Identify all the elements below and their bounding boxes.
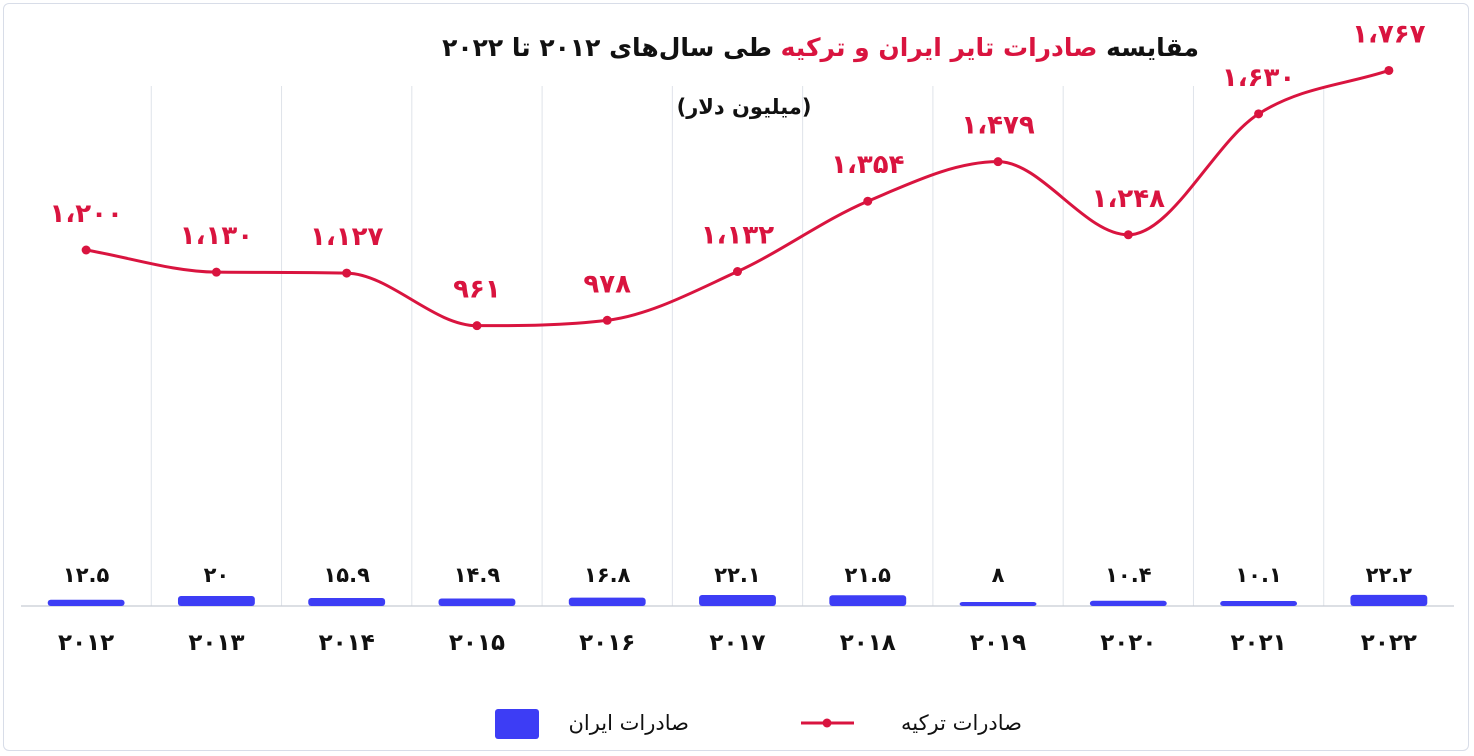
- data-label-iran-2015: ۱۴.۹: [454, 563, 501, 587]
- bar-iran-2018: [829, 595, 907, 606]
- chart-title-prefix: مقایسه: [1106, 33, 1199, 62]
- bar-iran-2020: [1089, 600, 1167, 606]
- line-series-turkey: [81, 65, 1394, 331]
- x-tick-2012: ۲۰۱۲: [58, 630, 114, 656]
- bar-iran-2019: [959, 602, 1037, 606]
- data-label-turkey-2012: ۱،۲۰۰: [49, 199, 122, 229]
- chart-unit-label: (میلیون دلار): [677, 95, 812, 119]
- x-tick-2013: ۲۰۱۳: [188, 630, 244, 656]
- data-label-turkey-2019: ۱،۴۷۹: [961, 111, 1034, 141]
- line-turkey-path: [85, 69, 1390, 328]
- point-turkey-2018: [863, 196, 873, 206]
- data-label-iran-2014: ۱۵.۹: [323, 563, 370, 587]
- point-turkey-2012: [81, 245, 91, 255]
- x-tick-2018: ۲۰۱۸: [840, 630, 896, 656]
- data-label-turkey-2013: ۱،۱۳۰: [180, 221, 253, 251]
- chart-title-highlight: صادرات تایر ایران و ترکیه: [781, 33, 1098, 63]
- data-labels: ۱،۲۰۰ ۱،۱۳۰ ۱،۱۲۷ ۹۶۱ ۹۷۸ ۱،۱۳۲ ۱،۳۵۴ ۱،۴۷۹ ۱،۲۴…: [49, 19, 1425, 587]
- data-label-iran-2012: ۱۲.۵: [63, 563, 110, 587]
- x-tick-2016: ۲۰۱۶: [579, 630, 635, 656]
- data-label-iran-2017: ۲۲.۱: [714, 563, 760, 587]
- grid-lines: [21, 86, 1454, 607]
- data-label-turkey-2022: ۱،۷۶۷: [1352, 19, 1425, 49]
- chart-title: مقایسه صادرات تایر ایران و ترکیه طی سال‌…: [442, 33, 1199, 63]
- bar-iran-2022: [1350, 594, 1428, 606]
- point-turkey-2014: [342, 268, 352, 278]
- bar-iran-2015: [438, 598, 516, 606]
- tire-exports-chart: مقایسه صادرات تایر ایران و ترکیه طی سال‌…: [21, 19, 1454, 739]
- point-turkey-2013: [211, 267, 221, 277]
- legend-marker-turkey: [822, 718, 832, 728]
- data-label-turkey-2021: ۱،۶۳۰: [1222, 63, 1295, 93]
- x-tick-2014: ۲۰۱۴: [319, 630, 375, 656]
- point-turkey-2017: [733, 267, 742, 277]
- x-tick-2022: ۲۰۲۲: [1361, 630, 1417, 656]
- legend: صادرات ایران صادرات ترکیه: [495, 709, 1022, 739]
- data-label-turkey-2017: ۱،۱۳۲: [701, 221, 774, 251]
- legend-swatch-iran: [495, 709, 539, 739]
- point-turkey-2019: [993, 157, 1003, 167]
- point-turkey-2020: [1123, 230, 1133, 240]
- data-label-turkey-2015: ۹۶۱: [453, 275, 501, 305]
- x-tick-2020: ۲۰۲۰: [1100, 630, 1156, 656]
- bar-series-iran: [47, 594, 1428, 606]
- bar-iran-2013: [177, 596, 255, 606]
- data-label-turkey-2014: ۱،۱۲۷: [310, 222, 383, 252]
- bar-iran-2014: [308, 598, 386, 606]
- data-label-turkey-2020: ۱،۲۴۸: [1092, 184, 1165, 214]
- x-axis-ticks: ۲۰۱۲ ۲۰۱۳ ۲۰۱۴ ۲۰۱۵ ۲۰۱۶ ۲۰۱۷ ۲۰۱۸ ۲۰۱۹ ۲۰۲۰ ۲۰۲۱…: [58, 630, 1417, 656]
- data-label-iran-2019: ۸: [992, 563, 1005, 587]
- point-turkey-2022: [1384, 65, 1394, 75]
- data-label-turkey-2018: ۱،۳۵۴: [831, 150, 904, 180]
- data-label-iran-2013: ۲۰: [204, 563, 230, 587]
- chart-frame: مقایسه صادرات تایر ایران و ترکیه طی سال‌…: [3, 3, 1469, 751]
- x-tick-2021: ۲۰۲۱: [1231, 630, 1287, 656]
- chart-title-suffix: طی سال‌های ۲۰۱۲ تا ۲۰۲۲: [442, 33, 772, 62]
- bar-iran-2016: [568, 597, 646, 606]
- x-tick-2015: ۲۰۱۵: [449, 630, 505, 656]
- data-label-iran-2020: ۱۰.۴: [1105, 563, 1152, 587]
- data-label-iran-2021: ۱۰.۱: [1235, 563, 1281, 587]
- legend-label-iran: صادرات ایران: [568, 711, 689, 735]
- point-turkey-2015: [472, 321, 482, 331]
- x-tick-2017: ۲۰۱۷: [709, 630, 765, 656]
- point-turkey-2016: [602, 315, 612, 325]
- data-label-iran-2018: ۲۱.۵: [845, 563, 892, 587]
- bar-iran-2012: [47, 599, 125, 606]
- bar-iran-2017: [699, 594, 776, 606]
- bar-iran-2021: [1220, 600, 1298, 606]
- data-label-iran-2022: ۲۲.۲: [1366, 563, 1413, 587]
- x-tick-2019: ۲۰۱۹: [970, 630, 1026, 656]
- data-label-turkey-2016: ۹۷۸: [583, 269, 631, 299]
- data-label-iran-2016: ۱۶.۸: [584, 563, 631, 587]
- point-turkey-2021: [1254, 109, 1264, 119]
- legend-label-turkey: صادرات ترکیه: [901, 711, 1022, 735]
